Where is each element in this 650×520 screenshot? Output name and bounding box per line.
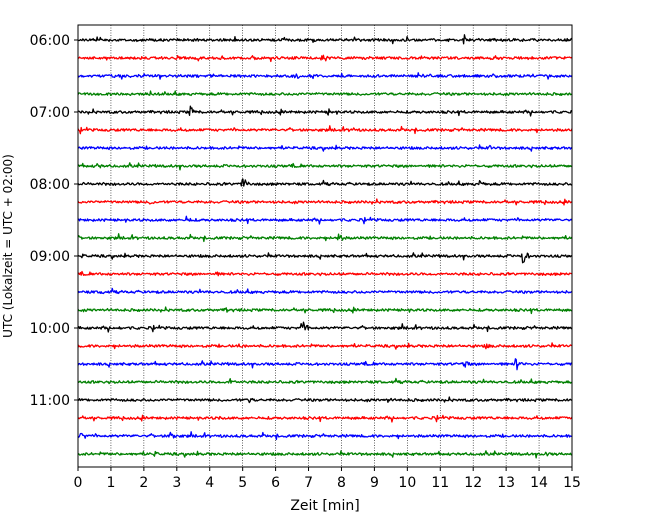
- y-ticks: 06:00 07:00 08:00 09:00 10:00 11:00: [30, 33, 78, 409]
- trace-0930: [77, 287, 573, 295]
- y-tick-label: 11:00: [30, 393, 70, 409]
- x-ticks: 0 1 2 3 4 5 6 7 8 9 10 11 12 13 14 15: [74, 467, 581, 491]
- trace-0900: [77, 252, 573, 264]
- traces: [77, 34, 573, 459]
- x-tick-label: 10: [398, 475, 416, 491]
- x-tick-label: 5: [238, 475, 247, 491]
- trace-0700: [77, 105, 573, 117]
- x-tick-label: 3: [172, 475, 181, 491]
- trace-0630: [77, 72, 573, 80]
- x-tick-label: 15: [563, 475, 581, 491]
- x-tick-label: 12: [464, 475, 482, 491]
- trace-1100: [77, 396, 573, 404]
- y-tick-label: 06:00: [30, 33, 70, 49]
- trace-0845: [77, 233, 573, 243]
- trace-1000: [77, 321, 573, 333]
- grid: [110, 25, 540, 467]
- x-tick-label: 2: [139, 475, 148, 491]
- trace-1045: [77, 377, 573, 385]
- trace-0645: [77, 90, 573, 97]
- y-tick-label: 09:00: [30, 249, 70, 265]
- y-tick-label: 10:00: [30, 321, 70, 337]
- x-tick-label: 4: [205, 475, 214, 491]
- x-tick-label: 7: [304, 475, 313, 491]
- trace-0815: [77, 198, 573, 206]
- y-tick-label: 07:00: [30, 105, 70, 121]
- x-tick-label: 1: [106, 475, 115, 491]
- trace-1130: [77, 431, 573, 441]
- x-tick-label: 9: [370, 475, 379, 491]
- y-tick-label: 08:00: [30, 177, 70, 193]
- trace-1015: [77, 342, 573, 350]
- trace-0730: [77, 144, 573, 152]
- x-tick-label: 14: [530, 475, 548, 491]
- x-tick-label: 0: [74, 475, 83, 491]
- trace-0800: [77, 178, 573, 187]
- trace-1115: [77, 414, 573, 423]
- trace-0915: [77, 270, 573, 277]
- trace-0745: [77, 162, 573, 171]
- y-axis-label: UTC (Lokalzeit = UTC + 02:00): [1, 154, 15, 338]
- trace-0715: [77, 125, 573, 135]
- x-tick-label: 13: [497, 475, 515, 491]
- x-axis-label: Zeit [min]: [290, 498, 359, 514]
- trace-0615: [77, 54, 573, 63]
- x-tick-label: 8: [337, 475, 346, 491]
- trace-0945: [77, 306, 573, 315]
- trace-1145: [77, 450, 573, 459]
- trace-1030: [77, 358, 573, 371]
- x-tick-label: 6: [271, 475, 280, 491]
- x-tick-label: 11: [431, 475, 449, 491]
- trace-0830: [77, 215, 573, 225]
- plot-frame: [77, 24, 573, 468]
- trace-0600: [77, 34, 573, 45]
